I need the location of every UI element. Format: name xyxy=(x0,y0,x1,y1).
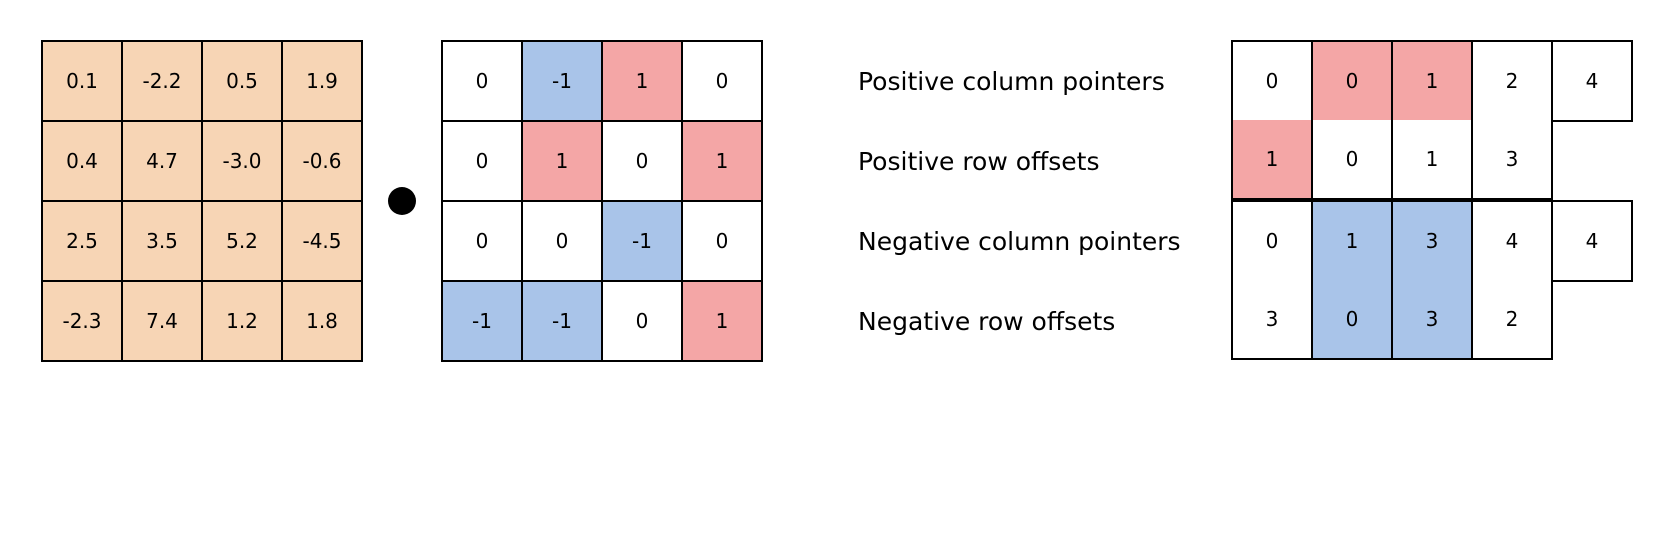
array-cell: 3 xyxy=(1233,280,1313,360)
ternary-cell: 0 xyxy=(443,122,523,202)
ternary-cell-negative: -1 xyxy=(523,42,603,122)
array-cell: 4 xyxy=(1553,202,1633,282)
dense-cell: -0.6 xyxy=(283,122,363,202)
dense-cell: 2.5 xyxy=(43,202,123,282)
dense-matrix: 0.1 -2.2 0.5 1.9 0.4 4.7 -3.0 -0.6 2.5 3… xyxy=(41,40,363,362)
dense-cell: -3.0 xyxy=(203,122,283,202)
ternary-cell: 0 xyxy=(683,202,763,282)
dense-cell: -2.2 xyxy=(123,42,203,122)
ternary-cell-positive: 1 xyxy=(523,122,603,202)
array-cell: 2 xyxy=(1473,280,1553,360)
array-cell-negative: 0 xyxy=(1313,280,1393,360)
array-cell-positive: 1 xyxy=(1393,42,1473,122)
ternary-matrix: 0 -1 1 0 0 1 0 1 0 0 -1 0 -1 -1 0 1 xyxy=(441,40,763,362)
ternary-cell-positive: 1 xyxy=(683,282,763,362)
array-cell-negative: 3 xyxy=(1393,202,1473,282)
ternary-cell: 0 xyxy=(443,202,523,282)
ternary-cell: 0 xyxy=(523,202,603,282)
positive-column-pointers-array: 0 0 1 2 4 xyxy=(1231,40,1633,122)
dot-product-operator-icon xyxy=(388,187,416,215)
ternary-cell: 0 xyxy=(603,122,683,202)
dense-cell: 4.7 xyxy=(123,122,203,202)
array-cell: 1 xyxy=(1393,120,1473,200)
dense-cell: 1.9 xyxy=(283,42,363,122)
dense-cell: -2.3 xyxy=(43,282,123,362)
ternary-cell-negative: -1 xyxy=(523,282,603,362)
array-cell-positive: 1 xyxy=(1233,120,1313,200)
dense-cell: 0.1 xyxy=(43,42,123,122)
ternary-cell-positive: 1 xyxy=(683,122,763,202)
label-negative-row-offsets: Negative row offsets xyxy=(858,307,1116,336)
array-cell: 0 xyxy=(1233,42,1313,122)
positive-row-offsets-array: 1 0 1 3 xyxy=(1231,120,1553,200)
dense-cell: 0.5 xyxy=(203,42,283,122)
array-cell-positive: 0 xyxy=(1313,42,1393,122)
array-cell: 2 xyxy=(1473,42,1553,122)
ternary-cell-negative: -1 xyxy=(603,202,683,282)
array-cell: 0 xyxy=(1313,120,1393,200)
dense-cell: 5.2 xyxy=(203,202,283,282)
label-positive-row-offsets: Positive row offsets xyxy=(858,147,1100,176)
ternary-cell: 0 xyxy=(443,42,523,122)
array-cell-negative: 3 xyxy=(1393,280,1473,360)
dense-cell: 3.5 xyxy=(123,202,203,282)
ternary-cell: 0 xyxy=(603,282,683,362)
ternary-cell-negative: -1 xyxy=(443,282,523,362)
negative-row-offsets-array: 3 0 3 2 xyxy=(1231,280,1553,360)
array-cell-negative: 1 xyxy=(1313,202,1393,282)
array-cell: 4 xyxy=(1473,202,1553,282)
label-negative-column-pointers: Negative column pointers xyxy=(858,227,1181,256)
ternary-cell: 0 xyxy=(683,42,763,122)
dense-cell: 1.8 xyxy=(283,282,363,362)
dense-cell: -4.5 xyxy=(283,202,363,282)
array-cell: 4 xyxy=(1553,42,1633,122)
negative-column-pointers-array: 0 1 3 4 4 xyxy=(1231,200,1633,282)
label-positive-column-pointers: Positive column pointers xyxy=(858,67,1165,96)
array-cell: 0 xyxy=(1233,202,1313,282)
ternary-cell-positive: 1 xyxy=(603,42,683,122)
array-cell: 3 xyxy=(1473,120,1553,200)
dense-cell: 0.4 xyxy=(43,122,123,202)
dense-cell: 7.4 xyxy=(123,282,203,362)
dense-cell: 1.2 xyxy=(203,282,283,362)
